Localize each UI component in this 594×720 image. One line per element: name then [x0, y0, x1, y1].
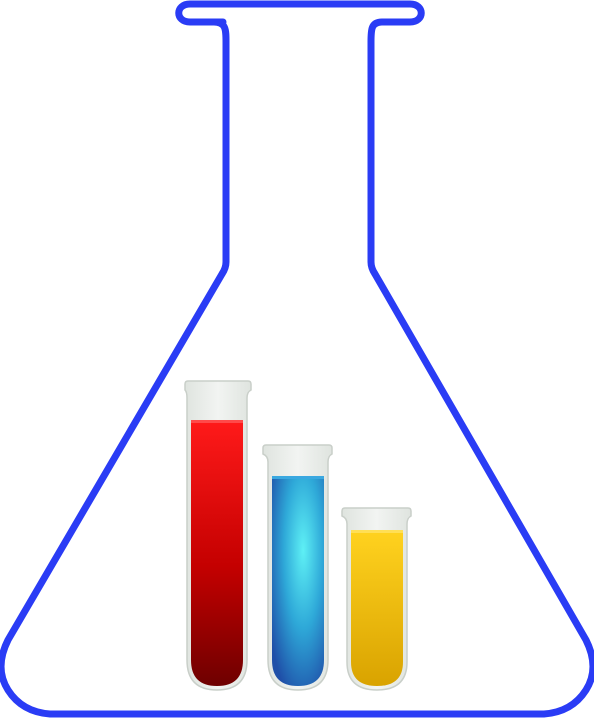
- yellow-liquid-surface: [351, 530, 403, 533]
- blue-test-tube: [262, 444, 333, 691]
- red-liquid: [191, 421, 243, 686]
- yellow-test-tube: [341, 507, 412, 691]
- red-test-tube: [184, 380, 252, 691]
- blue-liquid-surface: [272, 476, 324, 479]
- blue-liquid: [272, 477, 324, 686]
- red-liquid-surface: [191, 420, 243, 423]
- yellow-liquid: [351, 531, 403, 686]
